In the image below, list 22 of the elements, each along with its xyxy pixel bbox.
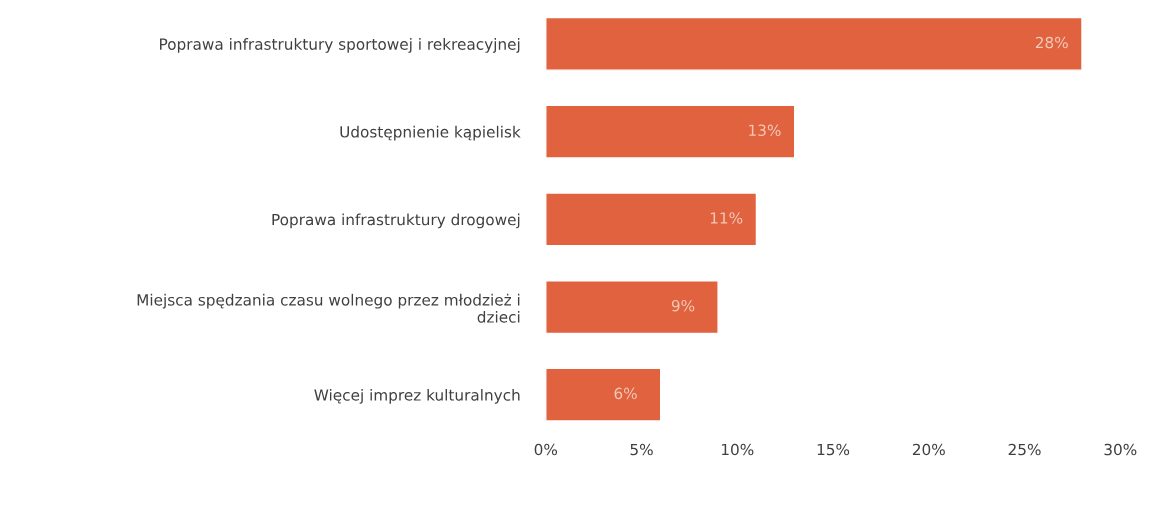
- data-label: 13%: [749, 124, 781, 137]
- data-label: 11%: [710, 212, 743, 224]
- data-label: 6%: [614, 387, 637, 400]
- y-tick-label: Udostępnienie kąpielisk: [340, 125, 521, 141]
- x-tick-label: 15%: [817, 443, 850, 456]
- y-tick-label: Poprawa infrastruktury drogowej: [272, 213, 520, 229]
- data-label: 28%: [1035, 36, 1068, 49]
- bar: [545, 367, 662, 422]
- bar: [545, 192, 758, 247]
- y-tick-label: Więcej imprez kulturalnych: [314, 388, 520, 404]
- bar: [545, 16, 1083, 71]
- x-tick-label: 10%: [721, 443, 754, 456]
- x-tick-label: 0%: [534, 443, 558, 456]
- x-tick-label: 20%: [912, 443, 945, 456]
- y-tick-label: Miejsca spędzania czasu wolnego przez młodzież i dzieci: [137, 293, 520, 323]
- bar: [545, 280, 719, 335]
- x-tick-label: 5%: [630, 443, 653, 456]
- y-tick-label: Poprawa infrastruktury sportowej i rekreacyjnej: [160, 38, 520, 53]
- bar: [545, 104, 796, 159]
- data-label: 9%: [671, 299, 695, 312]
- x-tick-label: 30%: [1104, 443, 1137, 456]
- x-tick-label: 25%: [1008, 443, 1041, 456]
